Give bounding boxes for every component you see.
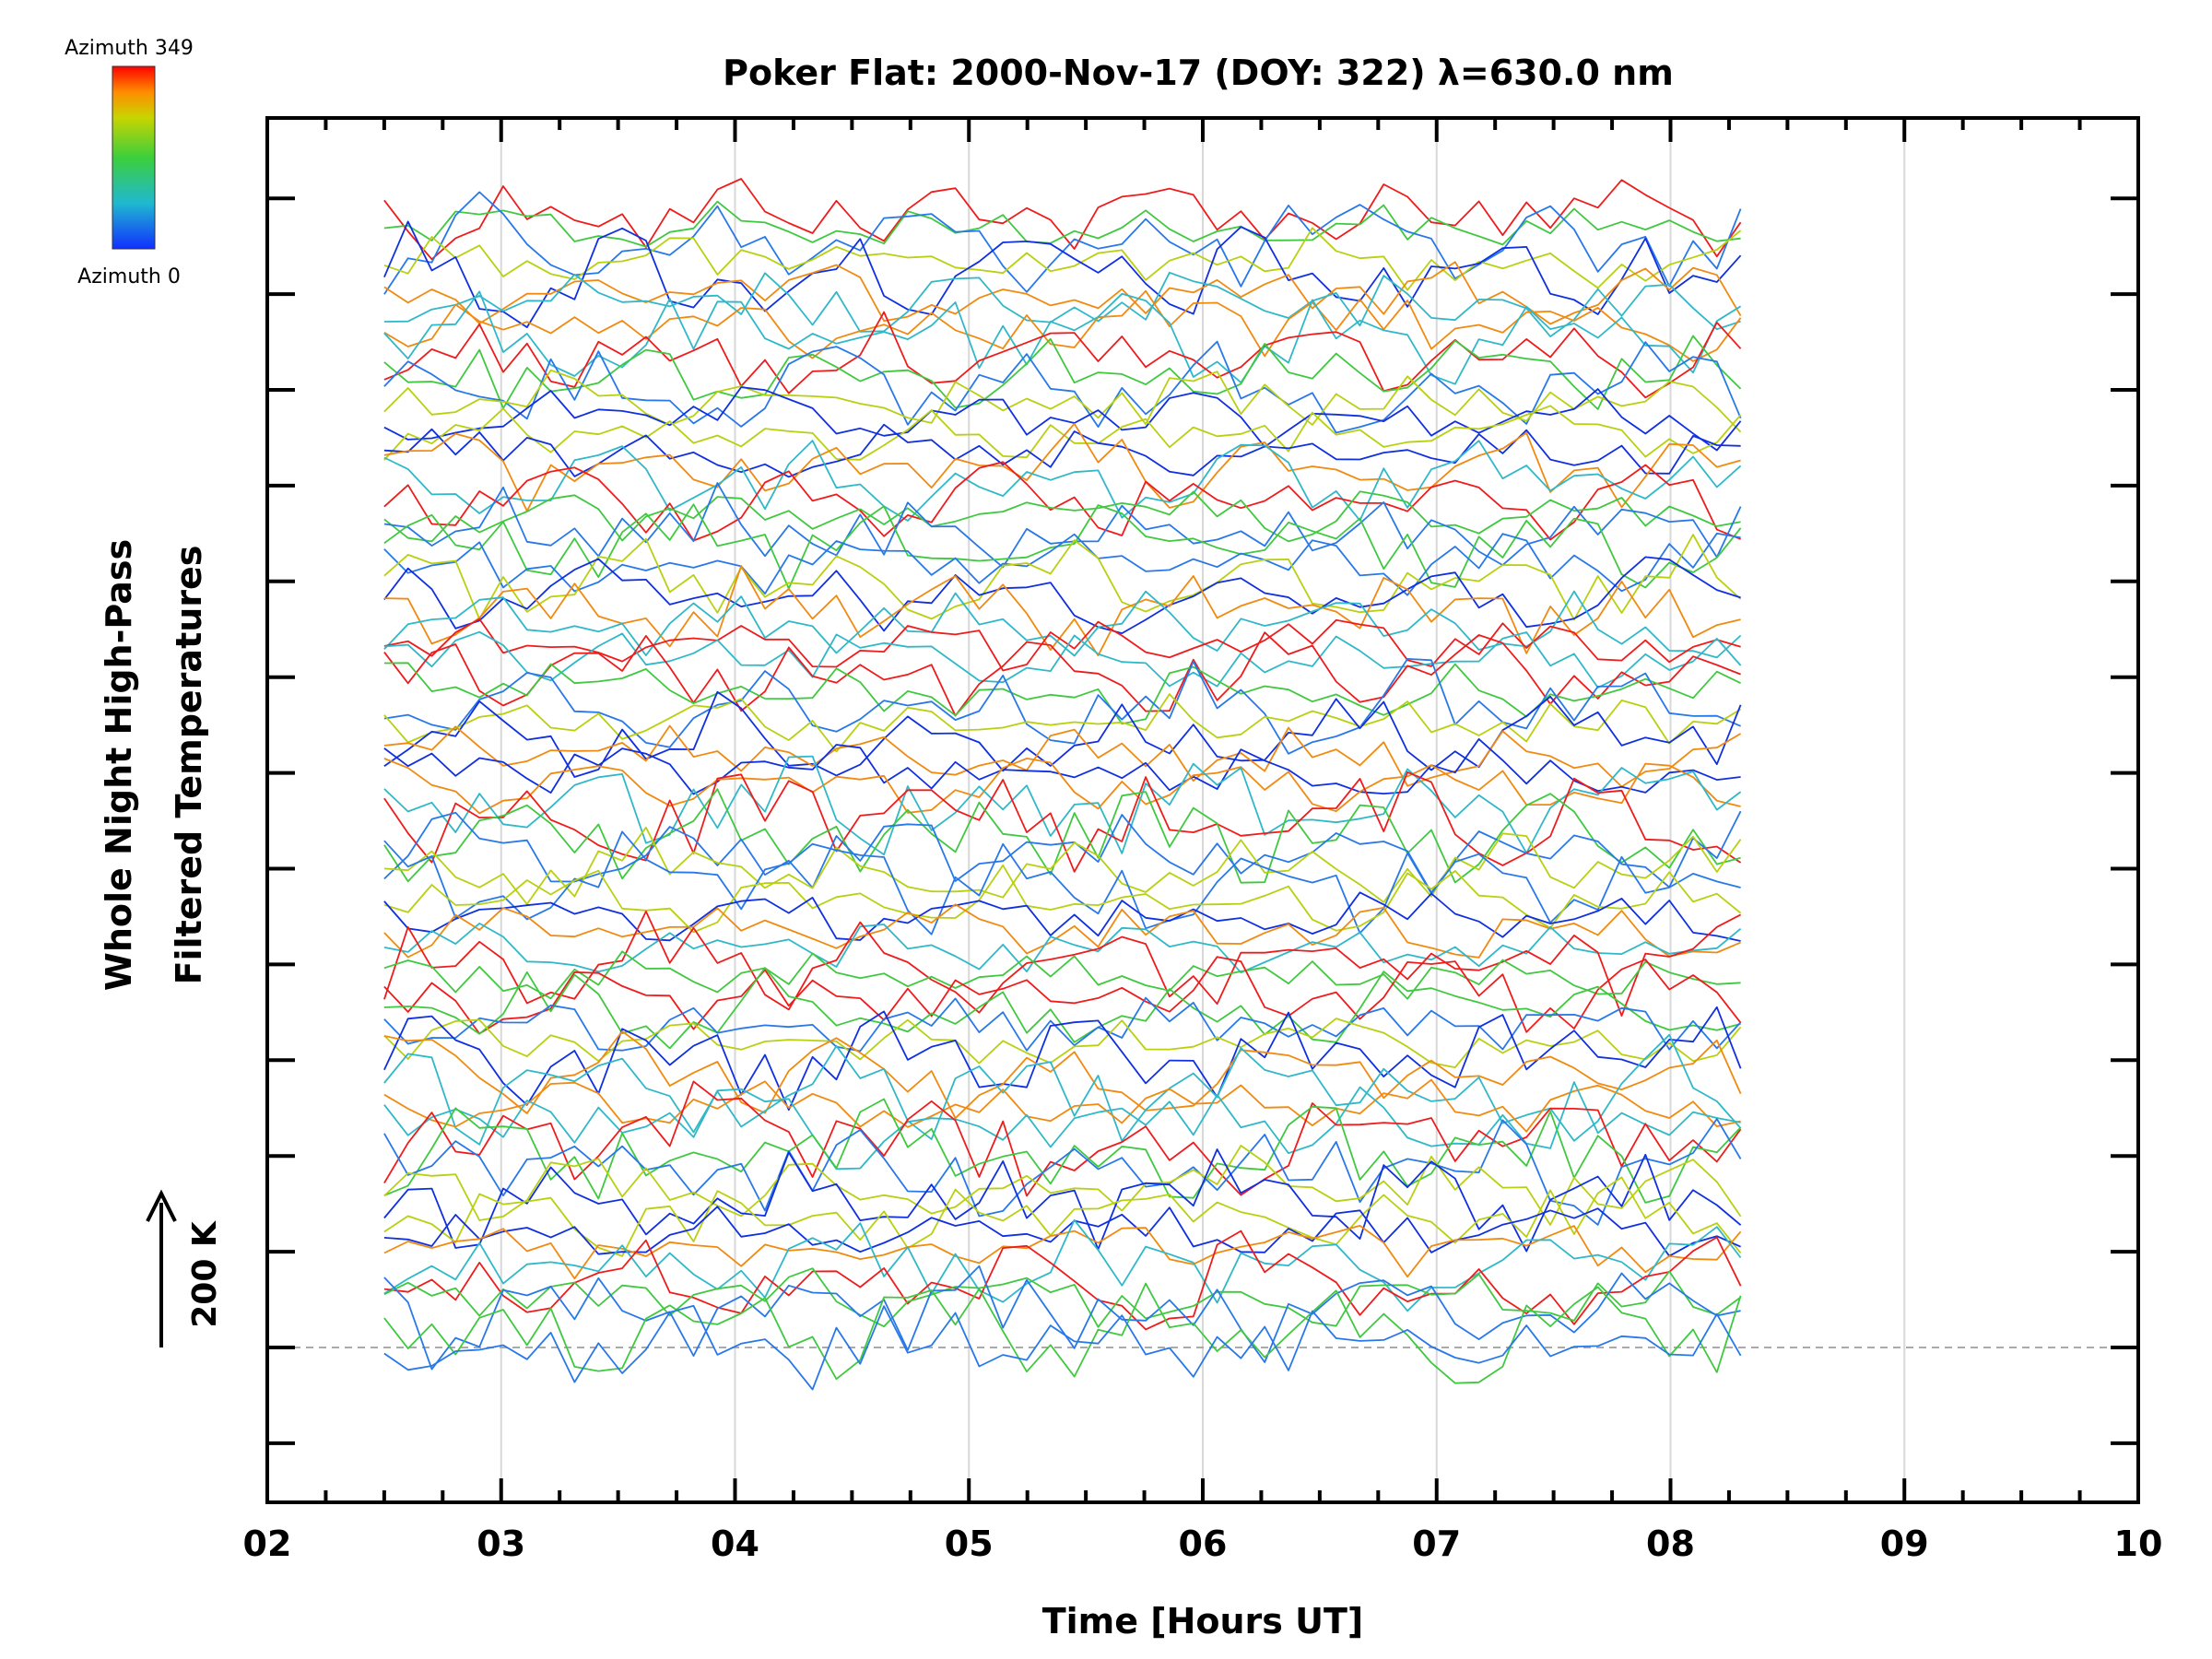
series-line [383, 191, 1742, 295]
series-line [383, 1304, 1742, 1391]
series-line [383, 1018, 1742, 1068]
x-tick-label: 04 [711, 1524, 759, 1564]
series-line [383, 810, 1742, 894]
series-line [383, 534, 1742, 621]
series-line [383, 405, 1742, 461]
series-line [383, 289, 1742, 362]
series-line [383, 340, 1742, 434]
series-line [383, 967, 1741, 1050]
series-line [383, 556, 1741, 634]
series-line [383, 311, 1742, 399]
x-tick-label: 03 [477, 1524, 525, 1564]
series-line [383, 950, 1741, 1000]
x-tick-label: 09 [1880, 1524, 1929, 1564]
series-line [383, 658, 1741, 755]
series-line [383, 758, 1741, 815]
series-line [383, 1282, 1742, 1384]
series-line [383, 911, 1742, 1017]
x-tick-labels: 02 03 04 05 06 07 08 09 10 [243, 1524, 2163, 1564]
series-line [383, 1033, 1742, 1146]
x-axis-label: Time [Hours UT] [1042, 1601, 1364, 1641]
series-line [383, 903, 1741, 959]
series-line [383, 693, 1742, 753]
x-tick-label: 02 [243, 1524, 292, 1564]
series-line [383, 631, 1741, 717]
series-line [383, 996, 1742, 1053]
series-line [383, 1230, 1742, 1331]
x-tick-label: 06 [1179, 1524, 1228, 1564]
y-axis-label-line1: Whole Night High-Pass [99, 539, 139, 991]
series-line [383, 290, 1742, 385]
series-line [383, 1176, 1742, 1257]
series-line [383, 1145, 1742, 1226]
series-line [383, 440, 1742, 522]
colorbar-top-label: Azimuth 349 [65, 37, 194, 60]
y-axis-label-line2: Filtered Temperatures [169, 546, 209, 985]
chart-title: Poker Flat: 2000-Nov-17 (DOY: 322) λ=630… [723, 53, 1674, 93]
series-line [383, 956, 1742, 1035]
series-line [383, 826, 1742, 905]
series-line [383, 565, 1741, 657]
series-line [383, 830, 1741, 935]
series-line [383, 590, 1742, 659]
scale-bar-label: 200 K [186, 1220, 224, 1328]
series-line [383, 422, 1741, 512]
series-line [383, 1148, 1742, 1253]
series-line [383, 788, 1741, 884]
series-line [383, 386, 1742, 452]
x-tick-label: 10 [2114, 1524, 2163, 1564]
series-line [383, 1098, 1742, 1204]
series-line [383, 690, 1742, 778]
series-line [383, 490, 1741, 543]
series-line [383, 630, 1742, 688]
x-tick-label: 05 [945, 1524, 994, 1564]
colorbar-bottom-label: Azimuth 0 [77, 265, 181, 288]
series-line [383, 227, 1742, 291]
gridlines [500, 118, 1906, 1502]
colorbar [112, 65, 156, 250]
series-line [383, 864, 1742, 934]
series-line [383, 1225, 1742, 1280]
series-line [383, 755, 1742, 856]
scale-arrow-head [146, 1189, 177, 1222]
series-line [383, 891, 1741, 942]
series-line [383, 1030, 1742, 1120]
series-line [383, 532, 1741, 596]
series-line [383, 261, 1742, 325]
series-line [383, 220, 1742, 329]
series-line [383, 1081, 1741, 1171]
series-line [383, 482, 1742, 569]
series-line [383, 738, 1741, 795]
series-line [383, 461, 1741, 542]
series-line [383, 1118, 1742, 1226]
series-line [383, 662, 1741, 725]
series-line [383, 1218, 1742, 1312]
series-line [383, 1078, 1741, 1133]
series-line [383, 503, 1742, 590]
series-line [383, 923, 1742, 974]
x-tick-label: 07 [1412, 1524, 1461, 1564]
series-line [383, 178, 1742, 261]
series-line [383, 1206, 1741, 1257]
series-line [383, 1265, 1741, 1371]
series-line [383, 724, 1742, 788]
series-line [383, 271, 1741, 338]
series-group [383, 178, 1742, 1391]
series-line [383, 1006, 1742, 1112]
x-tick-label: 08 [1646, 1524, 1695, 1564]
axis-ticks [265, 118, 2140, 1502]
